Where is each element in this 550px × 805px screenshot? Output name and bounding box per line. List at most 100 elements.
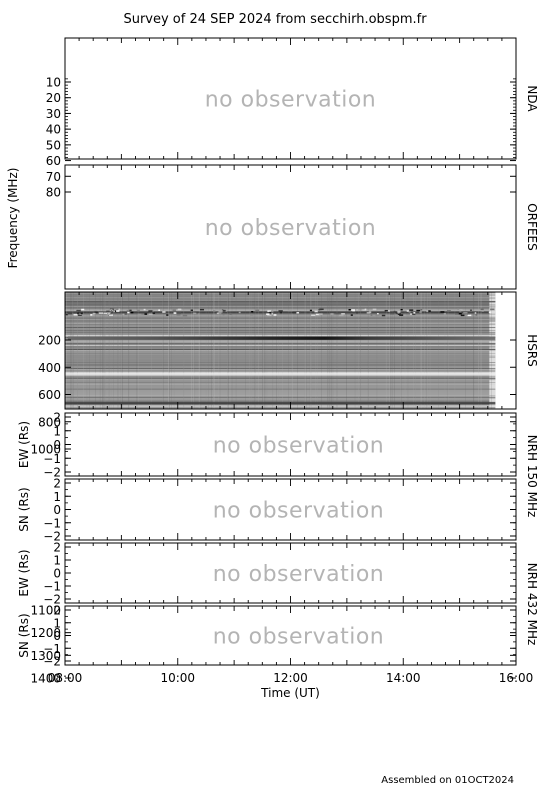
hsrs-interference [409,313,414,315]
hsrs-interference [77,312,80,314]
hsrs-interference [176,314,181,316]
hsrs-interference [356,309,359,311]
hsrs-interference [455,313,460,315]
y-tick-label: 2 [53,541,61,555]
x-tick-label: 12:00 [273,671,308,685]
hsrs-interference [309,309,312,312]
hsrs-interference [116,310,120,312]
panel-nrh150sn [64,478,517,541]
hsrs-interference [456,311,460,314]
hsrs-interference [222,309,226,312]
hsrs-interference [267,310,272,312]
hsrs-interference [428,310,431,312]
y-axis-label-nrh150sn: SN (Rs) [17,487,31,531]
hsrs-interference [267,314,272,317]
hsrs-interference [278,310,283,312]
hsrs-interference [292,311,297,314]
hsrs-interference [158,309,161,311]
hsrs-interference [381,314,386,317]
y-tick-label: 1100 [30,604,61,618]
hsrs-interference [397,311,401,313]
hsrs-interference [287,309,292,312]
hsrs-interference [190,309,194,312]
hsrs-interference [314,312,319,315]
y-tick-label: 80 [46,186,61,200]
hsrs-interference [255,309,259,312]
y-tick-label: 2 [53,604,61,618]
frequency-axis-label: Frequency (MHz) [6,168,20,269]
hsrs-interference [218,311,223,313]
hsrs-interference [467,314,472,317]
y-tick-label: −2 [43,530,61,544]
hsrs-bright-line [65,372,496,376]
hsrs-interference [488,311,492,314]
y-tick-label: 400 [38,361,61,375]
hsrs-interference [446,310,451,312]
hsrs-interference [372,308,377,311]
hsrs-interference [440,311,445,313]
hsrs-interference [113,310,115,313]
hsrs-interference [217,312,222,315]
y-tick-label: 40 [46,123,61,137]
hsrs-interference [315,313,320,316]
hsrs-interference [475,314,478,316]
hsrs-interference [81,308,85,311]
hsrs-interference [463,311,468,314]
hsrs-interference [130,311,134,314]
hsrs-interference [364,308,367,311]
hsrs-interference [348,309,352,311]
y-tick-label: 200 [38,334,61,348]
hsrs-interference [459,310,462,313]
hsrs-interference [384,309,388,312]
x-tick-label: 08:00 [48,671,83,685]
no-observation-label: no observation [205,88,377,113]
no-observation-label: no observation [213,625,385,650]
x-tick-label: 14:00 [386,671,421,685]
y-tick-label: 1 [53,424,61,438]
y-tick-label: −1 [43,516,61,530]
y-tick-label: 30 [46,107,61,121]
hsrs-interference [460,314,465,317]
hsrs-interference [229,313,232,316]
hsrs-interference [109,314,114,316]
y-tick-label: 20 [46,91,61,105]
y-tick-label: 1 [53,616,61,630]
y-tick-label: 60 [46,154,61,168]
hsrs-interference [172,309,176,311]
hsrs-interference [106,310,110,313]
hsrs-interference [143,308,146,311]
y-tick-label: −1 [43,580,61,594]
hsrs-interference [271,310,274,313]
y-tick-label: −2 [43,466,61,480]
hsrs-interference [389,312,394,315]
hsrs-interference [335,312,340,315]
hsrs-no-data-region [495,292,516,409]
panel-orfees [64,164,517,450]
hsrs-interference [350,309,355,311]
hsrs-interference [409,309,414,311]
hsrs-interference [481,310,484,312]
hsrs-interference [375,314,380,316]
no-observation-label: no observation [213,562,385,587]
y-tick-label: −2 [43,593,61,607]
y-tick-label: 1000 [30,443,61,457]
instrument-label-orfees: ORFEES [525,203,539,250]
hsrs-interference [250,314,254,316]
hsrs-interference [271,313,274,315]
hsrs-interference [177,308,182,311]
hsrs-interference [443,313,446,315]
x-tick-label: 10:00 [160,671,195,685]
hsrs-interference [137,309,140,312]
hsrs-interference [73,313,78,316]
hsrs-interference [330,313,334,315]
y-tick-label: 800 [38,415,61,429]
hsrs-interference [394,311,399,314]
hsrs-interference [368,311,372,313]
chart-title: Survey of 24 SEP 2024 from secchirh.obsp… [123,12,427,27]
instrument-label-nrh150ew: NRH 150 MHz [525,435,539,518]
y-tick-label: 0 [53,567,61,581]
hsrs-interference [420,308,423,311]
y-axis-label-nrh432sn: SN (Rs) [17,613,31,657]
